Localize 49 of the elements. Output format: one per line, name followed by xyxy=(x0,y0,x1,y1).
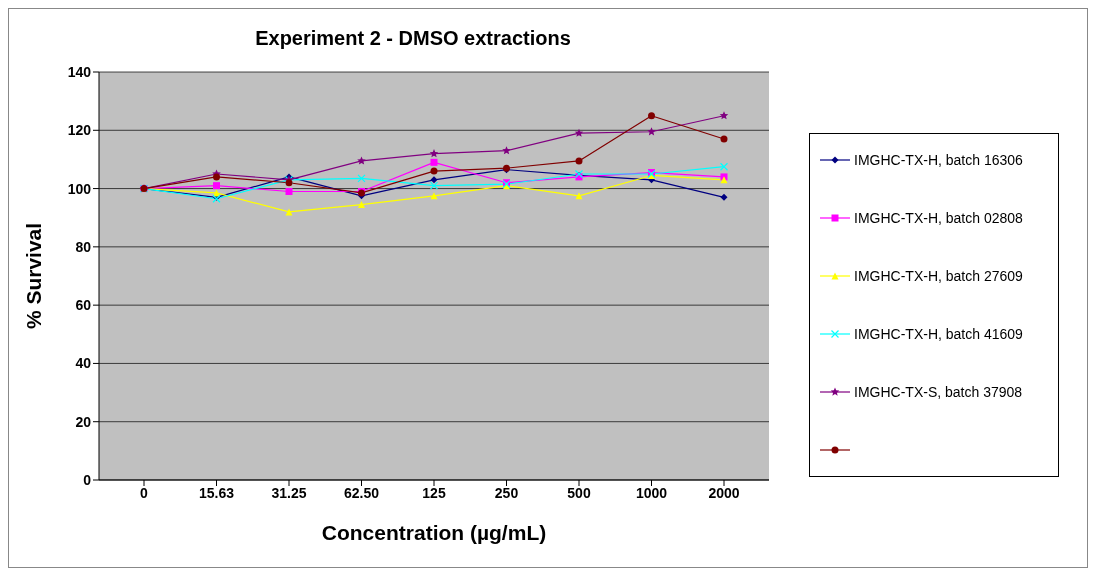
x-tick-label: 2000 xyxy=(708,484,740,501)
point xyxy=(357,156,366,165)
point xyxy=(285,187,293,195)
x-axis-title: Concentration (µg/mL) xyxy=(321,521,547,544)
legend-label: IMGHC-TX-H, batch 02808 xyxy=(854,210,1023,226)
x-tick-label: 31.25 xyxy=(271,484,307,501)
point xyxy=(430,167,438,175)
y-tick-label: 40 xyxy=(75,355,92,372)
y-tick-label: 20 xyxy=(75,413,92,430)
point xyxy=(719,162,729,171)
point xyxy=(502,146,511,155)
point xyxy=(213,173,220,181)
point xyxy=(213,182,220,190)
point xyxy=(430,158,438,166)
point xyxy=(430,176,438,184)
x-tick-label: 62.50 xyxy=(343,484,380,501)
x-tick-label: 500 xyxy=(567,484,591,501)
point xyxy=(575,192,583,200)
point xyxy=(285,208,293,216)
legend-label: IMGHC-TX-S, batch 37908 xyxy=(854,384,1023,400)
y-tick-label: 120 xyxy=(67,122,92,139)
x-tick-label: 250 xyxy=(494,484,519,501)
x-tick-label: 1000 xyxy=(635,484,668,501)
y-axis-title: % Survival xyxy=(22,222,46,330)
point xyxy=(358,201,365,209)
point xyxy=(575,157,583,165)
x-tick-label: 125 xyxy=(422,484,446,501)
legend-label: IMGHC-TX-H, batch 41609 xyxy=(854,326,1023,342)
point xyxy=(357,174,366,183)
y-tick-label: 0 xyxy=(83,471,92,488)
x-tick-label: 15.63 xyxy=(198,484,235,501)
point xyxy=(647,127,656,136)
y-tick-label: 60 xyxy=(75,297,92,314)
point xyxy=(719,111,729,120)
x-tick-label: 0 xyxy=(140,484,149,501)
point xyxy=(720,135,728,143)
y-tick-label: 80 xyxy=(75,238,92,255)
legend-label: IMGHC-TX-H, batch 27609 xyxy=(854,268,1023,284)
chart-title: Experiment 2 - DMSO extractions xyxy=(254,27,572,50)
point xyxy=(285,179,293,187)
y-tick-label: 140 xyxy=(67,63,92,80)
point xyxy=(430,192,438,200)
legend-label: IMGHC-TX-H, batch 16306 xyxy=(854,152,1023,168)
point xyxy=(648,112,655,120)
point xyxy=(213,189,220,197)
point xyxy=(429,181,439,190)
point xyxy=(429,149,439,158)
y-tick-label: 100 xyxy=(67,180,92,197)
point xyxy=(720,193,728,201)
